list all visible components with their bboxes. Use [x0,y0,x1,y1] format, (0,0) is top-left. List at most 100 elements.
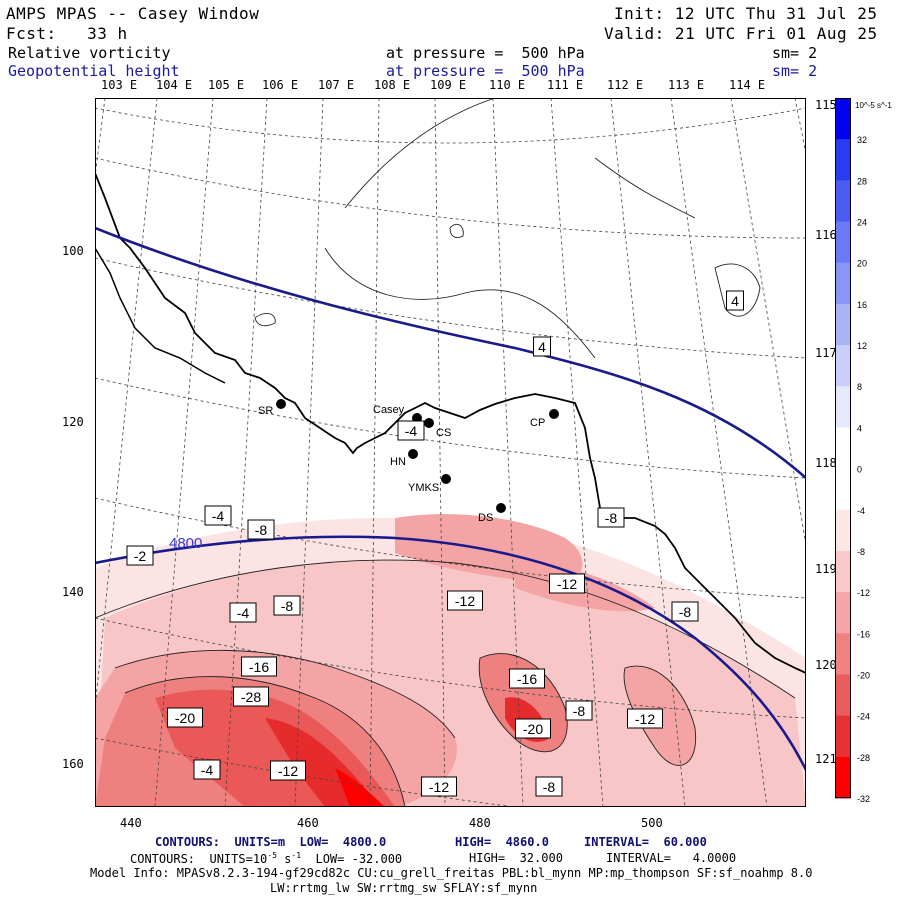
forecast-hour: Fcst: 33 h [6,24,128,43]
colorbar-tick-label: 20 [857,259,867,269]
colorbar-cell [835,180,851,223]
colorbar-tick-label: 12 [857,341,867,351]
vorticity-label: -4 [201,762,214,778]
vorticity-contour-high: HIGH= 32.000 [469,851,563,865]
vorticity-label-box [509,668,545,689]
colorbar-tick-label: -8 [857,547,865,557]
vorticity-label: -20 [523,721,543,737]
colorbar-tick-label: 24 [857,218,867,228]
vorticity-label: -12 [429,779,449,795]
colorbar-tick-label: -20 [857,670,870,680]
x-tick-label: 500 [641,816,663,830]
colorbar-cell [835,98,851,140]
vorticity-label-box [535,776,563,797]
colorbar-tick-label: -16 [857,629,870,639]
vorticity-label: -8 [573,703,586,719]
station-marker [408,449,418,459]
vorticity-contour [254,312,276,327]
top-lon-label: 112 E [607,78,644,92]
colorbar-cell [835,345,851,387]
station-label-casey: Casey [373,404,405,416]
field1-smoothing: sm= 2 [772,44,818,62]
station-marker [424,418,434,428]
station-marker [276,399,286,409]
vorticity-contour-interval: INTERVAL= 4.0000 [606,851,737,865]
vorticity-contour [449,223,464,239]
top-lon-label: 104 E [156,78,193,92]
vorticity-label: 4 [538,339,546,355]
height-contour-4860 [95,226,806,479]
meridian-line [550,98,604,807]
field2-smoothing: sm= 2 [772,62,818,80]
vorticity-label: -12 [455,593,475,609]
vorticity-label-box [421,776,457,797]
station-label-sr: SR [258,405,273,417]
colorbar: 32 28 24 20 16 12 8 4 0 -4 -8 -12 -16 -20 -24 -28 -32 10… [835,98,892,804]
colorbar-cell [835,221,851,264]
vorticity-contour [714,263,761,317]
colorbar-cell [835,756,851,799]
map-panel[interactable]: SR Casey CS HN CP YMKS DS 4800 4 4 -4 -8 -2 -… [95,98,806,807]
meridian-line [154,98,214,807]
meridian-line [369,98,380,807]
vorticity-band-6 [335,768,385,807]
vorticity-label-box [233,686,269,707]
vorticity-label-box [270,760,306,781]
colorbar-cell [835,633,851,675]
vorticity-label-box [533,336,551,357]
vorticity-label-box [671,601,699,622]
vorticity-contour-info: CONTOURS: UNITS=10-5 s-1 LOW= -32.000 [130,851,402,866]
vorticity-label: -8 [543,779,556,795]
field1-name: Relative vorticity [8,44,171,62]
station-label-cp: CP [530,417,545,429]
vorticity-label-box [627,708,663,729]
station-label-hn: HN [390,456,406,468]
y-tick-label: 100 [62,244,84,258]
coastline [95,247,226,384]
vorticity-label: -4 [212,508,225,524]
vorticity-label-box [229,602,257,623]
top-lon-label: 111 E [547,78,584,92]
vorticity-label: -12 [278,763,298,779]
colorbar-cell [835,262,851,305]
meridian-line [294,98,324,807]
colorbar-cell [835,509,851,552]
colorbar-tick-label: -12 [857,588,870,598]
map-frame [95,98,806,807]
colorbar-cell [835,674,851,717]
top-lon-label: 105 E [208,78,245,92]
vorticity-label: -16 [517,671,537,687]
station-label-cs: CS [436,427,451,439]
height-contour-info: CONTOURS: UNITS=m LOW= 4800.0 [155,835,387,849]
station-marker [441,474,451,484]
vorticity-label-box [726,290,744,311]
vorticity-contours [95,98,796,807]
parallel-line [95,107,806,144]
colorbar-ticks: 32 28 24 20 16 12 8 4 0 -4 -8 -12 -16 -20 -24 -28 -32 [857,135,870,804]
vorticity-contour [594,157,696,219]
meridian-line [610,98,686,807]
vorticity-label: -2 [134,548,147,564]
top-lon-label: 103 E [101,78,138,92]
height-contour-label: 4800 [169,535,202,552]
model-info-2: LW:rrtmg_lw SW:rrtmg_sw SFLAY:sf_mynn [270,881,538,895]
meridian-line [492,98,524,807]
y-tick-label: 120 [62,415,84,429]
station-marker [496,503,506,513]
colorbar-tick-label: 0 [857,465,862,475]
meridian-line [434,98,446,807]
colorbar-cell [835,468,851,511]
meridian-line [224,98,268,807]
vorticity-label: -12 [635,711,655,727]
x-tick-label: 480 [469,816,491,830]
vorticity-label-box [204,505,232,526]
top-lon-label: 107 E [318,78,355,92]
vorticity-label-box [273,595,301,616]
top-lon-label: 110 E [489,78,526,92]
vorticity-label-box [515,718,551,739]
vorticity-label: -20 [175,710,195,726]
vorticity-contour [344,98,496,209]
app-title: AMPS MPAS -- Casey Window [6,4,260,23]
colorbar-cell [835,139,851,181]
station-marker [549,409,559,419]
